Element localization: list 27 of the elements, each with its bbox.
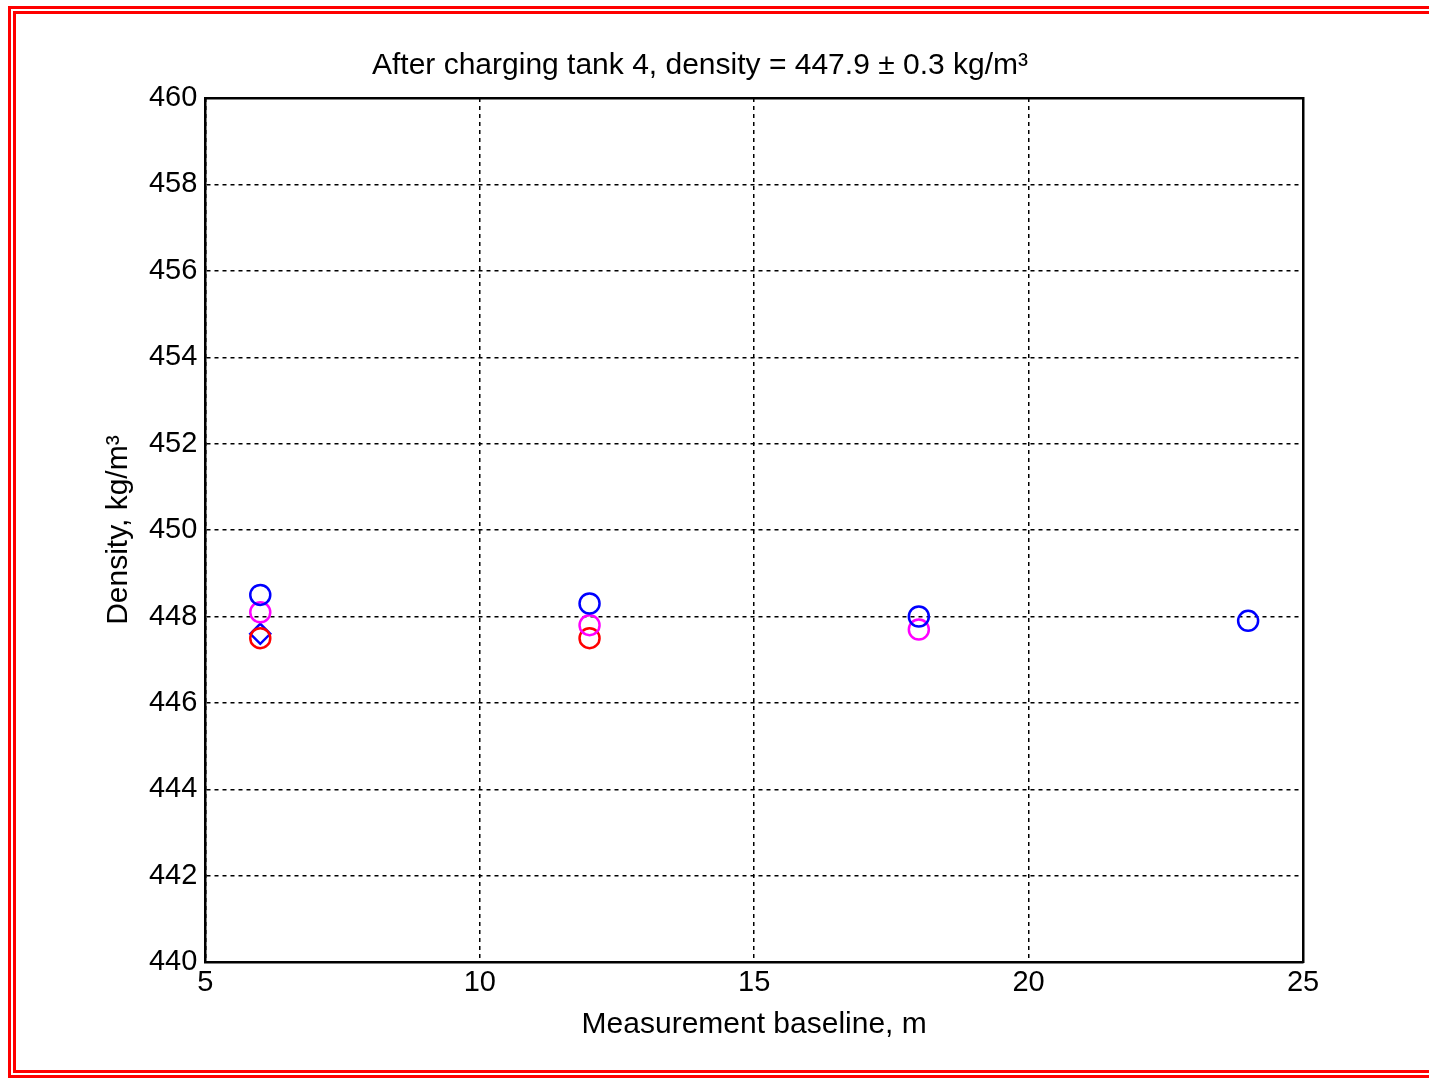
point	[578, 613, 601, 637]
point	[1236, 609, 1260, 633]
x-tick-label: 5	[197, 964, 214, 997]
point	[578, 626, 601, 650]
x-tick-label: 10	[463, 964, 496, 997]
x-tick-label: 15	[738, 964, 771, 997]
y-tick-label: 444	[148, 771, 198, 804]
y-tick-label: 456	[148, 252, 198, 285]
point	[907, 605, 931, 628]
y-tick-label: 460	[148, 80, 198, 112]
x-axis-title: Measurement baseline, m	[581, 1006, 927, 1040]
chart-title: After charging tank 4, density = 447.9 ± 0.3 kg/m³	[372, 47, 1028, 81]
x-tick-label: 25	[1286, 964, 1320, 997]
y-tick-label: 446	[148, 684, 198, 717]
point	[907, 618, 931, 641]
y-tick-label: 452	[148, 425, 198, 458]
y-tick-label: 440	[148, 944, 198, 977]
point	[249, 583, 272, 607]
x-tick-label: 20	[1012, 964, 1045, 997]
point	[249, 600, 272, 624]
y-tick-label: 448	[148, 598, 198, 631]
point	[578, 592, 601, 615]
y-tick-label: 458	[148, 166, 198, 199]
y-axis-title: Density, kg/m³	[100, 435, 134, 625]
y-tick-label: 454	[148, 339, 198, 372]
y-tick-label: 442	[148, 857, 198, 890]
y-tick-label: 450	[148, 512, 198, 545]
